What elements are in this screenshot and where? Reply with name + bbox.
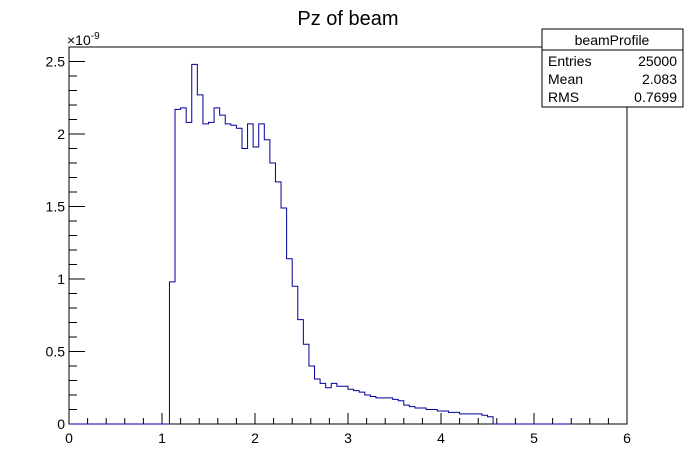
stats-box-name: beamProfile bbox=[575, 32, 650, 48]
stats-entries-label: Entries bbox=[548, 53, 592, 69]
y-axis-ticks bbox=[69, 46, 85, 425]
x-tick-label: 1 bbox=[158, 430, 166, 446]
y-tick-label: 0.5 bbox=[46, 344, 66, 360]
x-tick-label: 2 bbox=[251, 430, 259, 446]
stats-box-frame bbox=[541, 28, 684, 108]
x-tick-label: 0 bbox=[65, 430, 73, 446]
x-tick-label: 4 bbox=[437, 430, 445, 446]
x-tick-label: 3 bbox=[344, 430, 352, 446]
y-tick-label: 1 bbox=[57, 271, 65, 287]
stats-entries-value: 25000 bbox=[638, 53, 677, 69]
x-axis-ticks bbox=[68, 413, 628, 424]
y-axis-tick-labels: 0 0.5 1 1.5 2 2.5 bbox=[46, 54, 66, 433]
x-tick-label: 6 bbox=[623, 430, 631, 446]
stats-mean-label: Mean bbox=[548, 71, 583, 87]
stats-mean-value: 2.083 bbox=[642, 71, 677, 87]
y-tick-label: 2.5 bbox=[46, 54, 66, 70]
chart-title: Pz of beam bbox=[297, 8, 398, 30]
x-tick-label: 5 bbox=[530, 430, 538, 446]
stats-box: beamProfile Entries 25000 Mean 2.083 RMS… bbox=[541, 28, 684, 108]
x-axis-tick-labels: 0 1 2 3 4 5 6 bbox=[65, 430, 631, 446]
stats-rms-value: 0.7699 bbox=[634, 89, 677, 105]
y-tick-label: 2 bbox=[57, 126, 65, 142]
y-axis-exponent: ×10-9 bbox=[67, 31, 100, 48]
y-tick-label: 1.5 bbox=[46, 199, 66, 215]
stats-rms-label: RMS bbox=[548, 89, 579, 105]
y-exponent-base: ×10 bbox=[67, 32, 91, 48]
y-exponent-power: -9 bbox=[91, 31, 100, 42]
y-tick-label: 0 bbox=[57, 416, 65, 432]
histogram-series-line bbox=[69, 63, 572, 425]
